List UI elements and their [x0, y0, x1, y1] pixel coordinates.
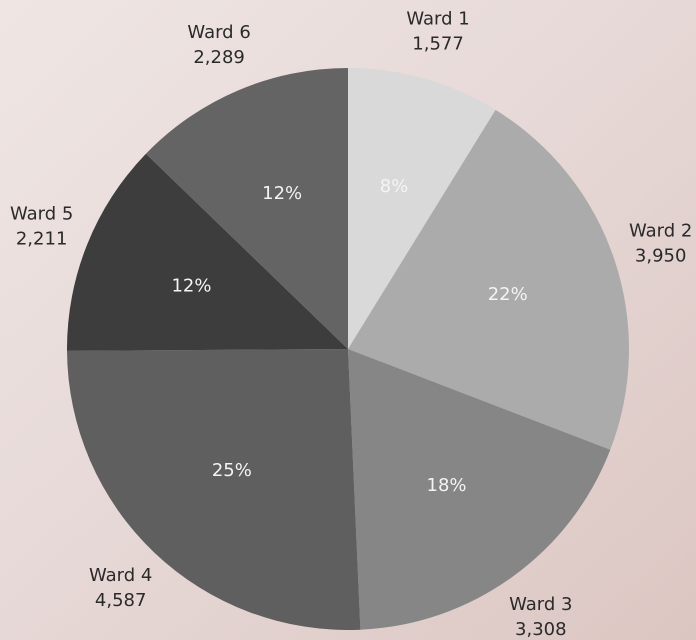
value-label: 4,587 — [95, 590, 147, 611]
category-label: Ward 3 — [509, 594, 572, 615]
percent-label: 8% — [380, 176, 409, 197]
percent-label: 22% — [488, 284, 528, 305]
value-label: 2,289 — [193, 47, 245, 68]
percent-label: 12% — [262, 183, 302, 204]
percent-label: 25% — [212, 460, 252, 481]
pie-slice — [348, 109, 629, 450]
percent-label: 18% — [427, 475, 467, 496]
pie-slice — [348, 349, 611, 630]
value-label: 1,577 — [412, 34, 464, 55]
percent-label: 12% — [171, 275, 211, 296]
category-label: Ward 4 — [89, 565, 152, 586]
pie-slice — [348, 68, 496, 349]
category-label: Ward 5 — [10, 203, 73, 224]
category-label: Ward 6 — [187, 22, 250, 43]
pie-slice — [67, 153, 348, 351]
category-label: Ward 1 — [406, 9, 469, 30]
pie-slice — [145, 68, 348, 349]
value-label: 2,211 — [16, 228, 68, 249]
pie-slice — [67, 349, 361, 630]
value-label: 3,950 — [635, 245, 687, 266]
value-label: 3,308 — [515, 619, 567, 640]
category-label: Ward 2 — [629, 220, 692, 241]
